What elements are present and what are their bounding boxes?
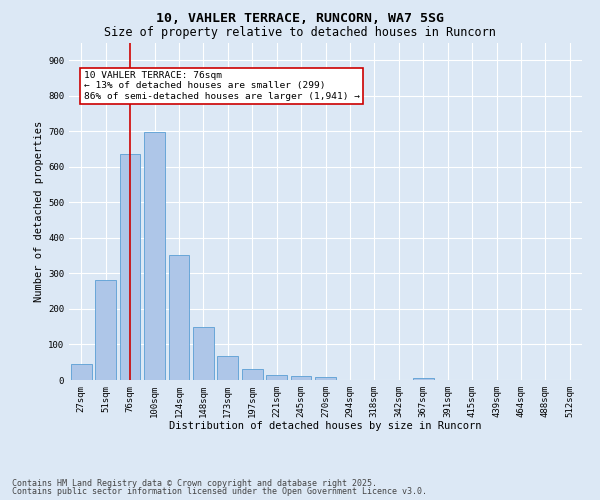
Bar <box>144 132 165 380</box>
Text: Contains public sector information licensed under the Open Government Licence v3: Contains public sector information licen… <box>12 487 427 496</box>
Bar <box>290 376 311 380</box>
Y-axis label: Number of detached properties: Number of detached properties <box>34 120 44 302</box>
Text: 10, VAHLER TERRACE, RUNCORN, WA7 5SG: 10, VAHLER TERRACE, RUNCORN, WA7 5SG <box>156 12 444 26</box>
Bar <box>315 377 336 380</box>
X-axis label: Distribution of detached houses by size in Runcorn: Distribution of detached houses by size … <box>169 422 482 432</box>
Text: Contains HM Land Registry data © Crown copyright and database right 2025.: Contains HM Land Registry data © Crown c… <box>12 478 377 488</box>
Bar <box>95 280 116 380</box>
Bar <box>119 154 140 380</box>
Bar <box>266 374 287 380</box>
Bar <box>71 364 92 380</box>
Bar <box>193 328 214 380</box>
Text: Size of property relative to detached houses in Runcorn: Size of property relative to detached ho… <box>104 26 496 39</box>
Bar <box>242 369 263 380</box>
Bar <box>169 256 190 380</box>
Bar <box>217 356 238 380</box>
Text: 10 VAHLER TERRACE: 76sqm
← 13% of detached houses are smaller (299)
86% of semi-: 10 VAHLER TERRACE: 76sqm ← 13% of detach… <box>83 71 359 101</box>
Bar <box>413 378 434 380</box>
